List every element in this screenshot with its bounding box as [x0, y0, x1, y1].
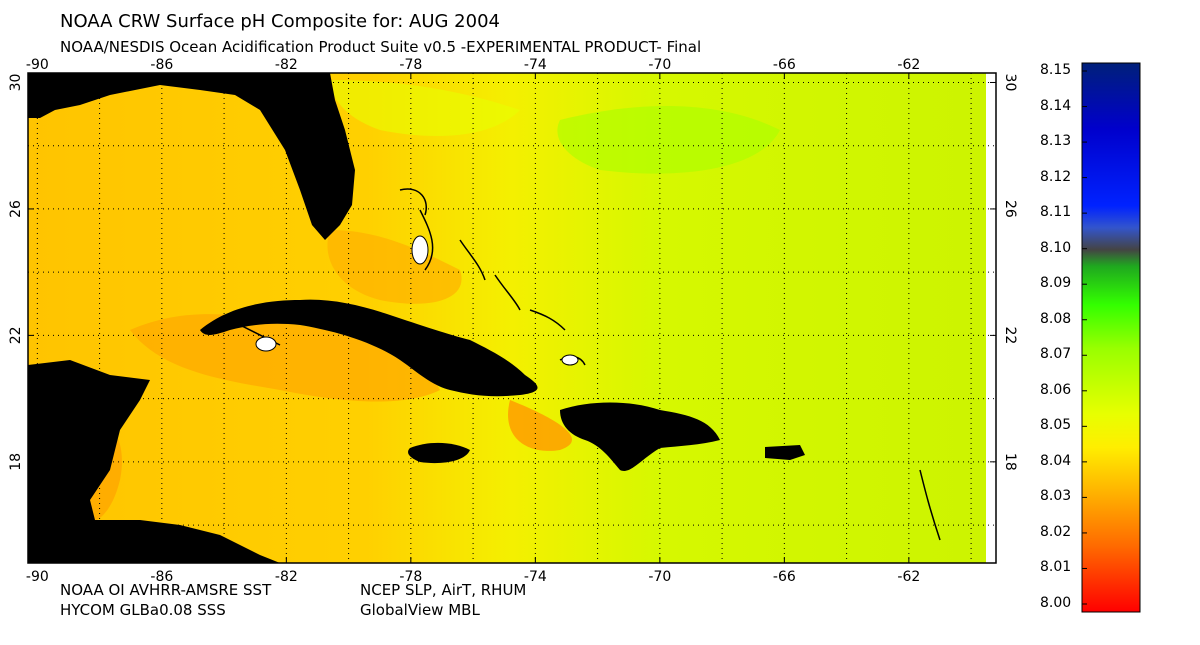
lon-tick-label-bottom: -86	[150, 569, 173, 585]
lon-tick-label-top: -78	[399, 57, 422, 73]
lon-axis-bottom: -90 -86 -82 -78 -74 -70 -66 -62	[26, 557, 920, 585]
lat-tick-label-right: 30	[1002, 74, 1018, 92]
lon-tick-label-top: -70	[648, 57, 671, 73]
source-globalview: GlobalView MBL	[360, 601, 480, 619]
colorbar-label: 8.01	[1040, 559, 1072, 576]
land-central-america	[28, 360, 280, 563]
colorbar-label: 8.09	[1040, 275, 1072, 292]
map-edge-mask	[986, 73, 996, 563]
lat-tick-label-left: 18	[8, 453, 24, 471]
island-bahamas-3	[459, 239, 486, 281]
lon-tick-label-top: -74	[524, 57, 547, 73]
island-bahamas-1	[399, 188, 427, 216]
island-isle-of-youth	[229, 319, 281, 346]
island-lesser-antilles	[919, 469, 941, 541]
island-bahamas-4	[494, 274, 521, 311]
lat-tick-label-left: 26	[8, 200, 24, 218]
lon-tick-label-bottom: -62	[897, 569, 920, 585]
map-subtitle: NOAA/NESDIS Ocean Acidification Product …	[60, 38, 702, 56]
colorbar-ticks	[1082, 70, 1087, 605]
lat-axis-left: 30 26 22 18	[8, 74, 34, 471]
lon-tick-label-top: -82	[275, 57, 298, 73]
colorbar-label: 8.14	[1040, 97, 1072, 114]
lat-tick-label-right: 18	[1002, 453, 1018, 471]
lon-tick-label-top: -86	[150, 57, 173, 73]
lon-tick-label-top: -90	[26, 57, 49, 73]
map-title: NOAA CRW Surface pH Composite for: AUG 2…	[60, 11, 500, 32]
source-sst: NOAA OI AVHRR-AMSRE SST	[60, 581, 272, 599]
colorbar	[1081, 62, 1141, 613]
lat-tick-label-left: 22	[8, 326, 24, 344]
colorbar-label: 8.12	[1040, 168, 1072, 185]
lon-tick-label-top: -62	[897, 57, 920, 73]
colorbar-label: 8.13	[1040, 133, 1072, 150]
colorbar-label: 8.00	[1040, 595, 1072, 611]
map-border	[27, 72, 997, 564]
ph-anomaly-atlantic-green	[557, 106, 780, 174]
lon-tick-label-bottom: -78	[399, 569, 422, 585]
lon-tick-label-bottom: -74	[524, 569, 547, 585]
lat-tick-label-right: 26	[1002, 200, 1018, 218]
colorbar-label: 8.10	[1040, 239, 1072, 256]
colorbar-label: 8.03	[1040, 488, 1072, 505]
lon-tick-label-bottom: -90	[26, 569, 49, 585]
colorbar-label: 8.11	[1040, 204, 1072, 221]
ph-anomaly-florida-strait	[327, 230, 462, 304]
land-jamaica	[408, 442, 470, 464]
colorbar-label: 8.04	[1040, 452, 1072, 469]
land-hispaniola	[560, 402, 720, 471]
land-puerto-rico	[765, 445, 805, 460]
ph-anomaly-hispaniola	[508, 400, 572, 451]
colorbar-label: 8.07	[1040, 346, 1072, 363]
island-bahamas-2	[419, 209, 434, 271]
colorbar-label: 8.02	[1040, 523, 1072, 540]
land-us-gulf-coast	[28, 73, 355, 240]
island-white-3	[561, 354, 579, 366]
land-cuba	[200, 299, 538, 397]
island-white-1	[255, 336, 277, 352]
lat-axis-right: 30 26 22 18	[990, 74, 1018, 471]
lat-tick-label-right: 22	[1002, 326, 1018, 344]
lon-tick-label-top: -66	[773, 57, 796, 73]
island-white-2	[411, 235, 429, 265]
source-sss: HYCOM GLBa0.08 SSS	[60, 601, 226, 619]
source-ncep: NCEP SLP, AirT, RHUM	[360, 581, 527, 599]
lon-axis-top: -90 -86 -82 -78 -74 -70 -66 -62	[26, 57, 920, 79]
lat-tick-label-left: 30	[8, 74, 24, 92]
colorbar-label: 8.08	[1040, 310, 1072, 327]
island-turks	[529, 309, 566, 331]
ph-anomaly-coastal-yellow	[330, 80, 520, 136]
lon-tick-label-bottom: -82	[275, 569, 298, 585]
colorbar-label: 8.06	[1040, 381, 1072, 398]
colorbar-label: 8.05	[1040, 417, 1072, 434]
colorbar-label: 8.15	[1040, 62, 1072, 78]
map-grid	[28, 73, 996, 563]
lon-tick-label-bottom: -70	[648, 569, 671, 585]
lon-tick-label-bottom: -66	[773, 569, 796, 585]
